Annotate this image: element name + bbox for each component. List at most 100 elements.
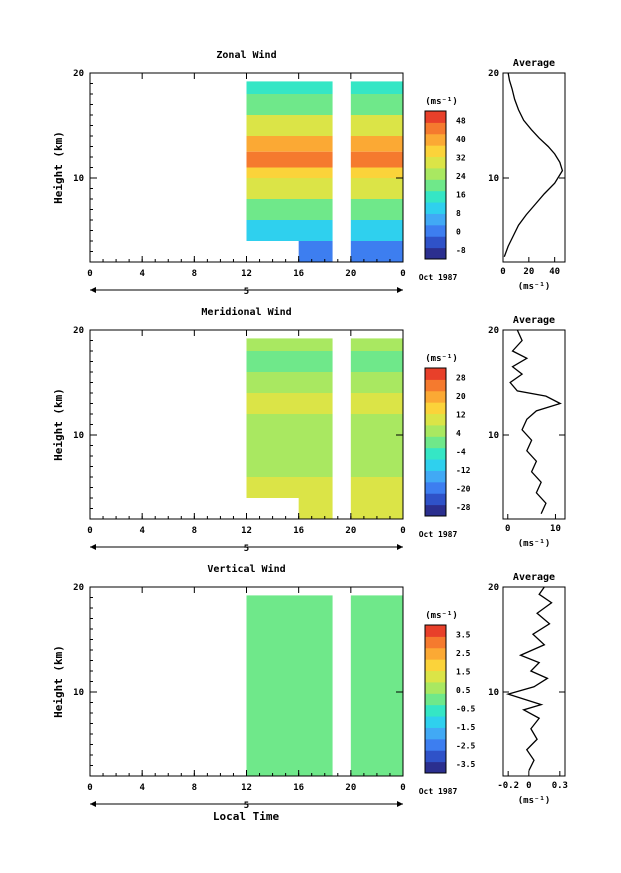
heatmap-cell	[350, 372, 403, 393]
colorbar-segment	[425, 625, 446, 637]
heatmap-cell	[246, 351, 333, 372]
colorbar-segment	[425, 213, 446, 226]
colorbar-unit: (ms⁻¹)	[425, 97, 458, 107]
profile-x-tick-label: -0.2	[497, 781, 519, 791]
date-label: Oct 1987	[419, 273, 458, 282]
heatmap-cell	[350, 94, 403, 115]
colorbar-segment	[425, 424, 446, 437]
heatmap-cell	[350, 151, 403, 168]
heatmap-cell	[246, 435, 333, 456]
profile-line	[503, 72, 564, 257]
profile-y-tick-label: 20	[488, 326, 499, 336]
colorbar-segment	[425, 111, 446, 123]
heatmap-cell	[246, 650, 333, 692]
heatmap-cell	[246, 199, 333, 220]
colorbar-segment	[425, 202, 446, 214]
heatmap-cell	[246, 178, 333, 199]
colorbar-segment	[425, 636, 446, 649]
x-tick-label: 12	[241, 526, 252, 536]
panel-title: Zonal Wind	[216, 49, 276, 61]
colorbar-segment	[425, 504, 446, 517]
x-tick-label: 0	[400, 269, 405, 279]
panel-2: Meridional Wind 0 4 8 12 16 20 0 10 20 Height (km)…	[52, 306, 566, 554]
profile-line	[509, 329, 562, 515]
day-label: 5	[244, 287, 249, 297]
colorbar-segment	[425, 659, 446, 672]
heatmap-cell	[246, 81, 333, 94]
profile-x-tick-label: 20	[523, 267, 534, 277]
colorbar-tick-label: 28	[456, 373, 466, 382]
heatmap-cell	[246, 115, 333, 136]
x-tick-label: 16	[293, 783, 304, 793]
colorbar-segment	[425, 179, 446, 192]
colorbar-segment	[425, 402, 446, 415]
heatmap-cell	[246, 595, 333, 608]
y-axis-label: Height (km)	[52, 645, 65, 718]
colorbar-segment	[425, 133, 446, 146]
x-tick-label: 0	[400, 783, 405, 793]
colorbar-segment	[425, 167, 446, 180]
heatmap-cell	[350, 734, 403, 776]
heatmap-cell	[246, 393, 333, 414]
colorbar-tick-label: 8	[456, 209, 461, 218]
colorbar-tick-label: -4	[456, 447, 466, 456]
heatmap-cell	[350, 595, 403, 608]
day-label: 5	[244, 544, 249, 554]
colorbar-segment	[425, 481, 446, 494]
colorbar-tick-label: -20	[456, 484, 471, 493]
colorbar-segment	[425, 750, 446, 763]
date-label: Oct 1987	[419, 787, 458, 796]
heatmap-cell	[246, 414, 333, 435]
heatmap-cell	[298, 498, 333, 519]
colorbar-tick-label: 1.5	[456, 667, 471, 676]
heatmap-cell	[350, 477, 403, 498]
colorbar-segment	[425, 470, 446, 483]
heatmap-cell	[350, 393, 403, 414]
x-tick-label: 8	[192, 526, 197, 536]
x-tick-label: 4	[139, 269, 145, 279]
heatmap-cell	[246, 734, 333, 776]
colorbar-segment	[425, 224, 446, 237]
date-label: Oct 1987	[419, 530, 458, 539]
heatmap-cell	[350, 692, 403, 734]
profile-y-tick-label: 10	[488, 174, 499, 184]
colorbar-segment	[425, 727, 446, 740]
colorbar-segment	[425, 368, 446, 380]
x-tick-label: 0	[87, 526, 92, 536]
day-arrow-head-left	[90, 801, 96, 807]
panel-title: Meridional Wind	[201, 306, 291, 318]
colorbar-tick-label: 16	[456, 190, 466, 199]
colorbar-tick-label: -12	[456, 466, 471, 475]
colorbar-tick-label: 12	[456, 410, 466, 419]
heatmap-cell	[298, 241, 333, 262]
y-tick-label: 10	[73, 431, 84, 441]
colorbar-tick-label: 32	[456, 153, 466, 162]
colorbar-tick-label: -2.5	[456, 741, 475, 750]
colorbar-segment	[425, 670, 446, 683]
colorbar-tick-label: 0.5	[456, 686, 471, 695]
day-arrow-head-left	[90, 287, 96, 293]
day-arrow-head-right	[397, 801, 403, 807]
x-tick-label: 0	[87, 269, 92, 279]
colorbar-tick-label: 2.5	[456, 649, 471, 658]
colorbar-segment	[425, 145, 446, 158]
y-tick-label: 20	[73, 583, 84, 593]
heatmap-cell	[246, 692, 333, 734]
profile-y-tick-label: 10	[488, 431, 499, 441]
colorbar-segment	[425, 436, 446, 449]
y-tick-label: 10	[73, 174, 84, 184]
heatmap-cell	[350, 241, 403, 262]
x-tick-label: 20	[345, 526, 356, 536]
heatmap-cell	[350, 351, 403, 372]
heatmap-cell	[246, 372, 333, 393]
profile-title: Average	[513, 572, 555, 583]
colorbar-segment	[425, 122, 446, 135]
heatmap-cell	[246, 456, 333, 477]
y-tick-label: 20	[73, 69, 84, 79]
colorbar-segment	[425, 761, 446, 774]
profile-title: Average	[513, 315, 555, 326]
colorbar-segment	[425, 447, 446, 460]
heatmap-cell	[350, 220, 403, 241]
colorbar-tick-label: -0.5	[456, 704, 475, 713]
profile-x-tick-label: 0	[505, 524, 510, 534]
